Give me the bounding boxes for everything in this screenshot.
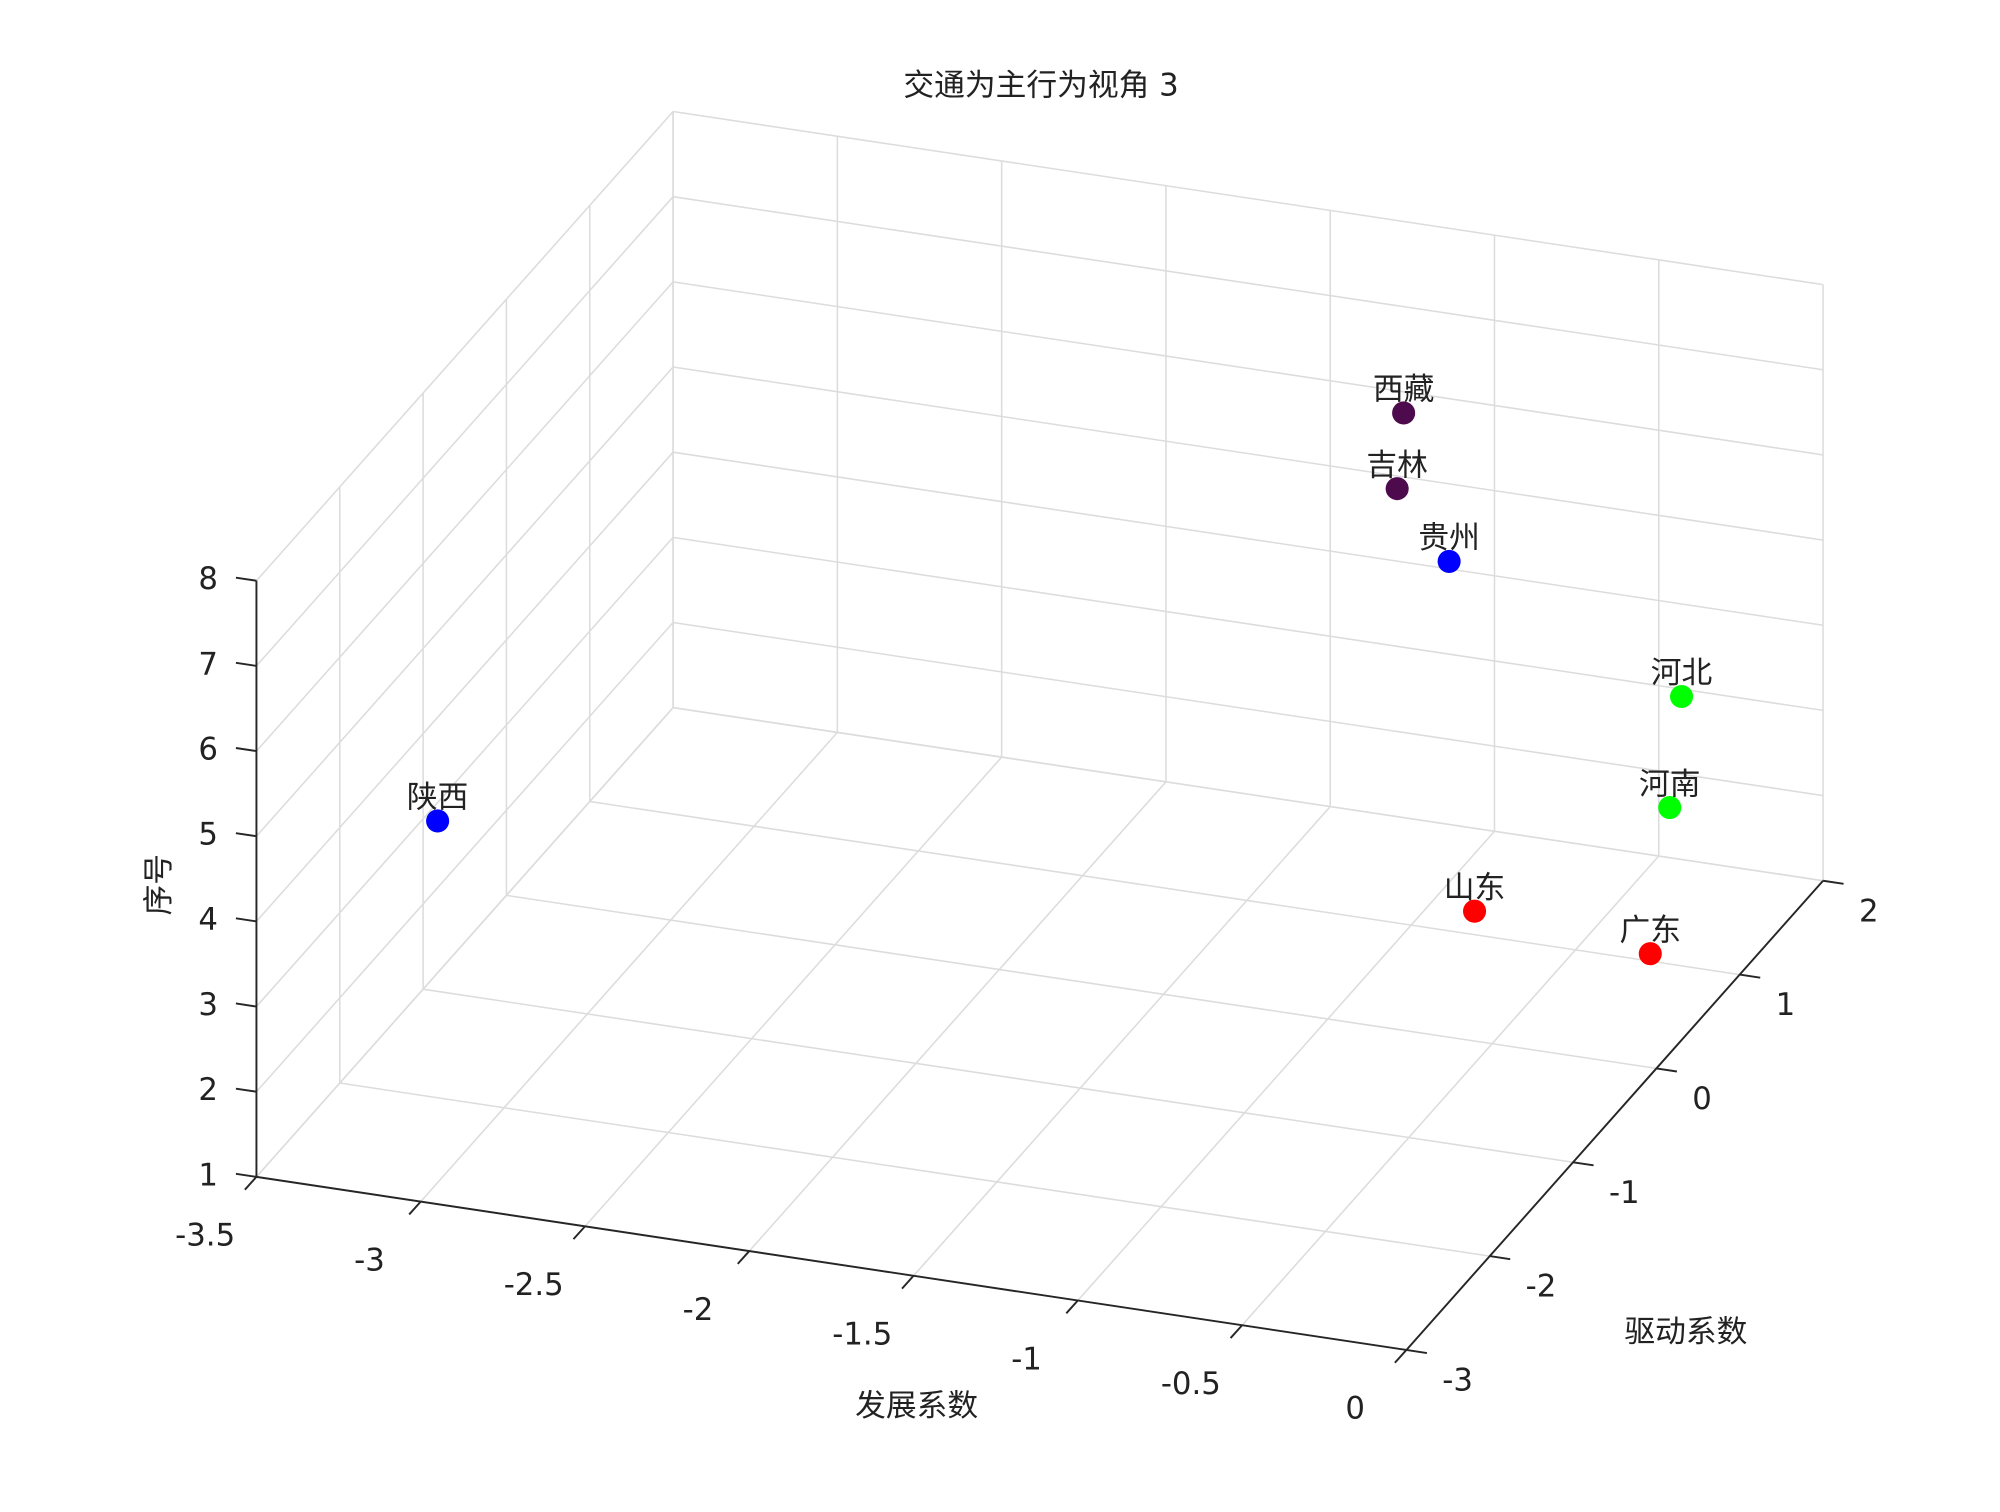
grid-line	[912, 806, 1331, 1277]
grid-line	[589, 800, 1740, 976]
grid-line	[672, 536, 1824, 712]
point	[1385, 477, 1409, 501]
y-tick	[1656, 1067, 1678, 1073]
z-tick-label: 1	[198, 1157, 218, 1193]
grid-line	[339, 1082, 1490, 1257]
x-tick	[1065, 1299, 1079, 1314]
x-tick-label: -0.5	[1161, 1366, 1221, 1402]
x-tick	[901, 1275, 915, 1290]
chart-title: 交通为主行为视角 3	[903, 68, 1178, 104]
grid-line	[584, 756, 1003, 1227]
x-axis-label: 发展系数	[855, 1388, 978, 1424]
z-tick-label: 7	[198, 646, 218, 682]
z-tick	[235, 1087, 257, 1093]
z-tick-label: 5	[198, 817, 218, 853]
x-axis-line	[256, 1175, 1407, 1351]
grid-line	[672, 706, 1824, 882]
x-tick-label: -1	[1011, 1341, 1042, 1377]
x-tick-label: -2	[683, 1292, 714, 1328]
grid-line	[255, 621, 674, 1093]
point	[1638, 942, 1662, 966]
grid-line	[748, 781, 1167, 1252]
z-axis-label: 序号	[141, 854, 177, 916]
x-tick	[408, 1200, 422, 1216]
z-tick	[235, 1002, 257, 1008]
point-label: 西藏	[1373, 372, 1435, 408]
point-label: 吉林	[1366, 447, 1428, 483]
grid-line	[255, 111, 674, 582]
point	[1437, 549, 1461, 573]
y-tick	[1572, 1161, 1594, 1167]
z-tick	[235, 747, 257, 753]
grid-line	[255, 366, 674, 837]
y-tick-label: 0	[1692, 1081, 1712, 1117]
point-label: 河南	[1639, 766, 1701, 802]
y-axis-label: 驱动系数	[1624, 1314, 1747, 1350]
grid-line	[672, 195, 1824, 371]
z-tick	[235, 1172, 257, 1178]
point	[1658, 796, 1682, 820]
y-tick-label: -2	[1526, 1269, 1557, 1305]
grid-line	[255, 196, 674, 667]
grid-line	[672, 621, 1824, 797]
z-tick-label: 4	[198, 902, 218, 938]
grid-line	[672, 110, 1824, 286]
z-tick-label: 6	[198, 732, 218, 768]
grid-line	[1241, 855, 1660, 1326]
grid-line	[1077, 830, 1496, 1302]
grid-line	[672, 451, 1824, 627]
point	[426, 809, 450, 833]
grid-line	[255, 281, 674, 752]
grid-line	[506, 894, 1657, 1070]
point	[1392, 401, 1416, 425]
y-tick	[1406, 1349, 1428, 1354]
y-tick	[1822, 879, 1844, 885]
grid-line	[255, 451, 674, 922]
x-tick-label: 0	[1345, 1391, 1365, 1427]
x-tick	[1229, 1324, 1243, 1339]
z-tick-label: 2	[198, 1072, 218, 1108]
x-tick	[737, 1250, 750, 1265]
point	[1670, 684, 1694, 709]
x-tick	[244, 1176, 258, 1191]
grid-line	[255, 536, 674, 1008]
z-tick	[235, 832, 257, 838]
z-tick-label: 3	[198, 987, 218, 1023]
grid-line	[672, 281, 1824, 456]
x-tick-label: -1.5	[832, 1317, 892, 1353]
z-tick	[235, 661, 257, 667]
x-tick-label: -3.5	[175, 1218, 235, 1254]
grid-line	[672, 366, 1824, 541]
y-tick-label: 2	[1859, 893, 1879, 929]
x-tick	[572, 1225, 586, 1240]
x-tick-label: -3	[354, 1242, 385, 1278]
y-tick	[1489, 1255, 1511, 1261]
point	[1462, 899, 1487, 923]
point-label: 陕西	[407, 780, 469, 816]
y-tick-label: -1	[1609, 1175, 1640, 1211]
grid-line	[255, 707, 674, 1178]
x-tick-label: -2.5	[504, 1267, 564, 1303]
z-tick	[235, 576, 257, 582]
y-tick	[1739, 973, 1761, 979]
z-tick	[235, 917, 257, 923]
point-label: 山东	[1444, 870, 1506, 906]
grid-line	[422, 988, 1574, 1164]
y-axis-line	[1405, 880, 1824, 1351]
grid-line	[420, 731, 838, 1203]
point-label: 广东	[1620, 912, 1682, 948]
point-label: 河北	[1651, 655, 1713, 691]
x-tick	[1394, 1349, 1408, 1364]
y-tick-label: -3	[1442, 1363, 1473, 1399]
y-tick-label: 1	[1776, 987, 1796, 1023]
z-tick-label: 8	[198, 561, 218, 597]
point-label: 贵州	[1418, 520, 1480, 556]
